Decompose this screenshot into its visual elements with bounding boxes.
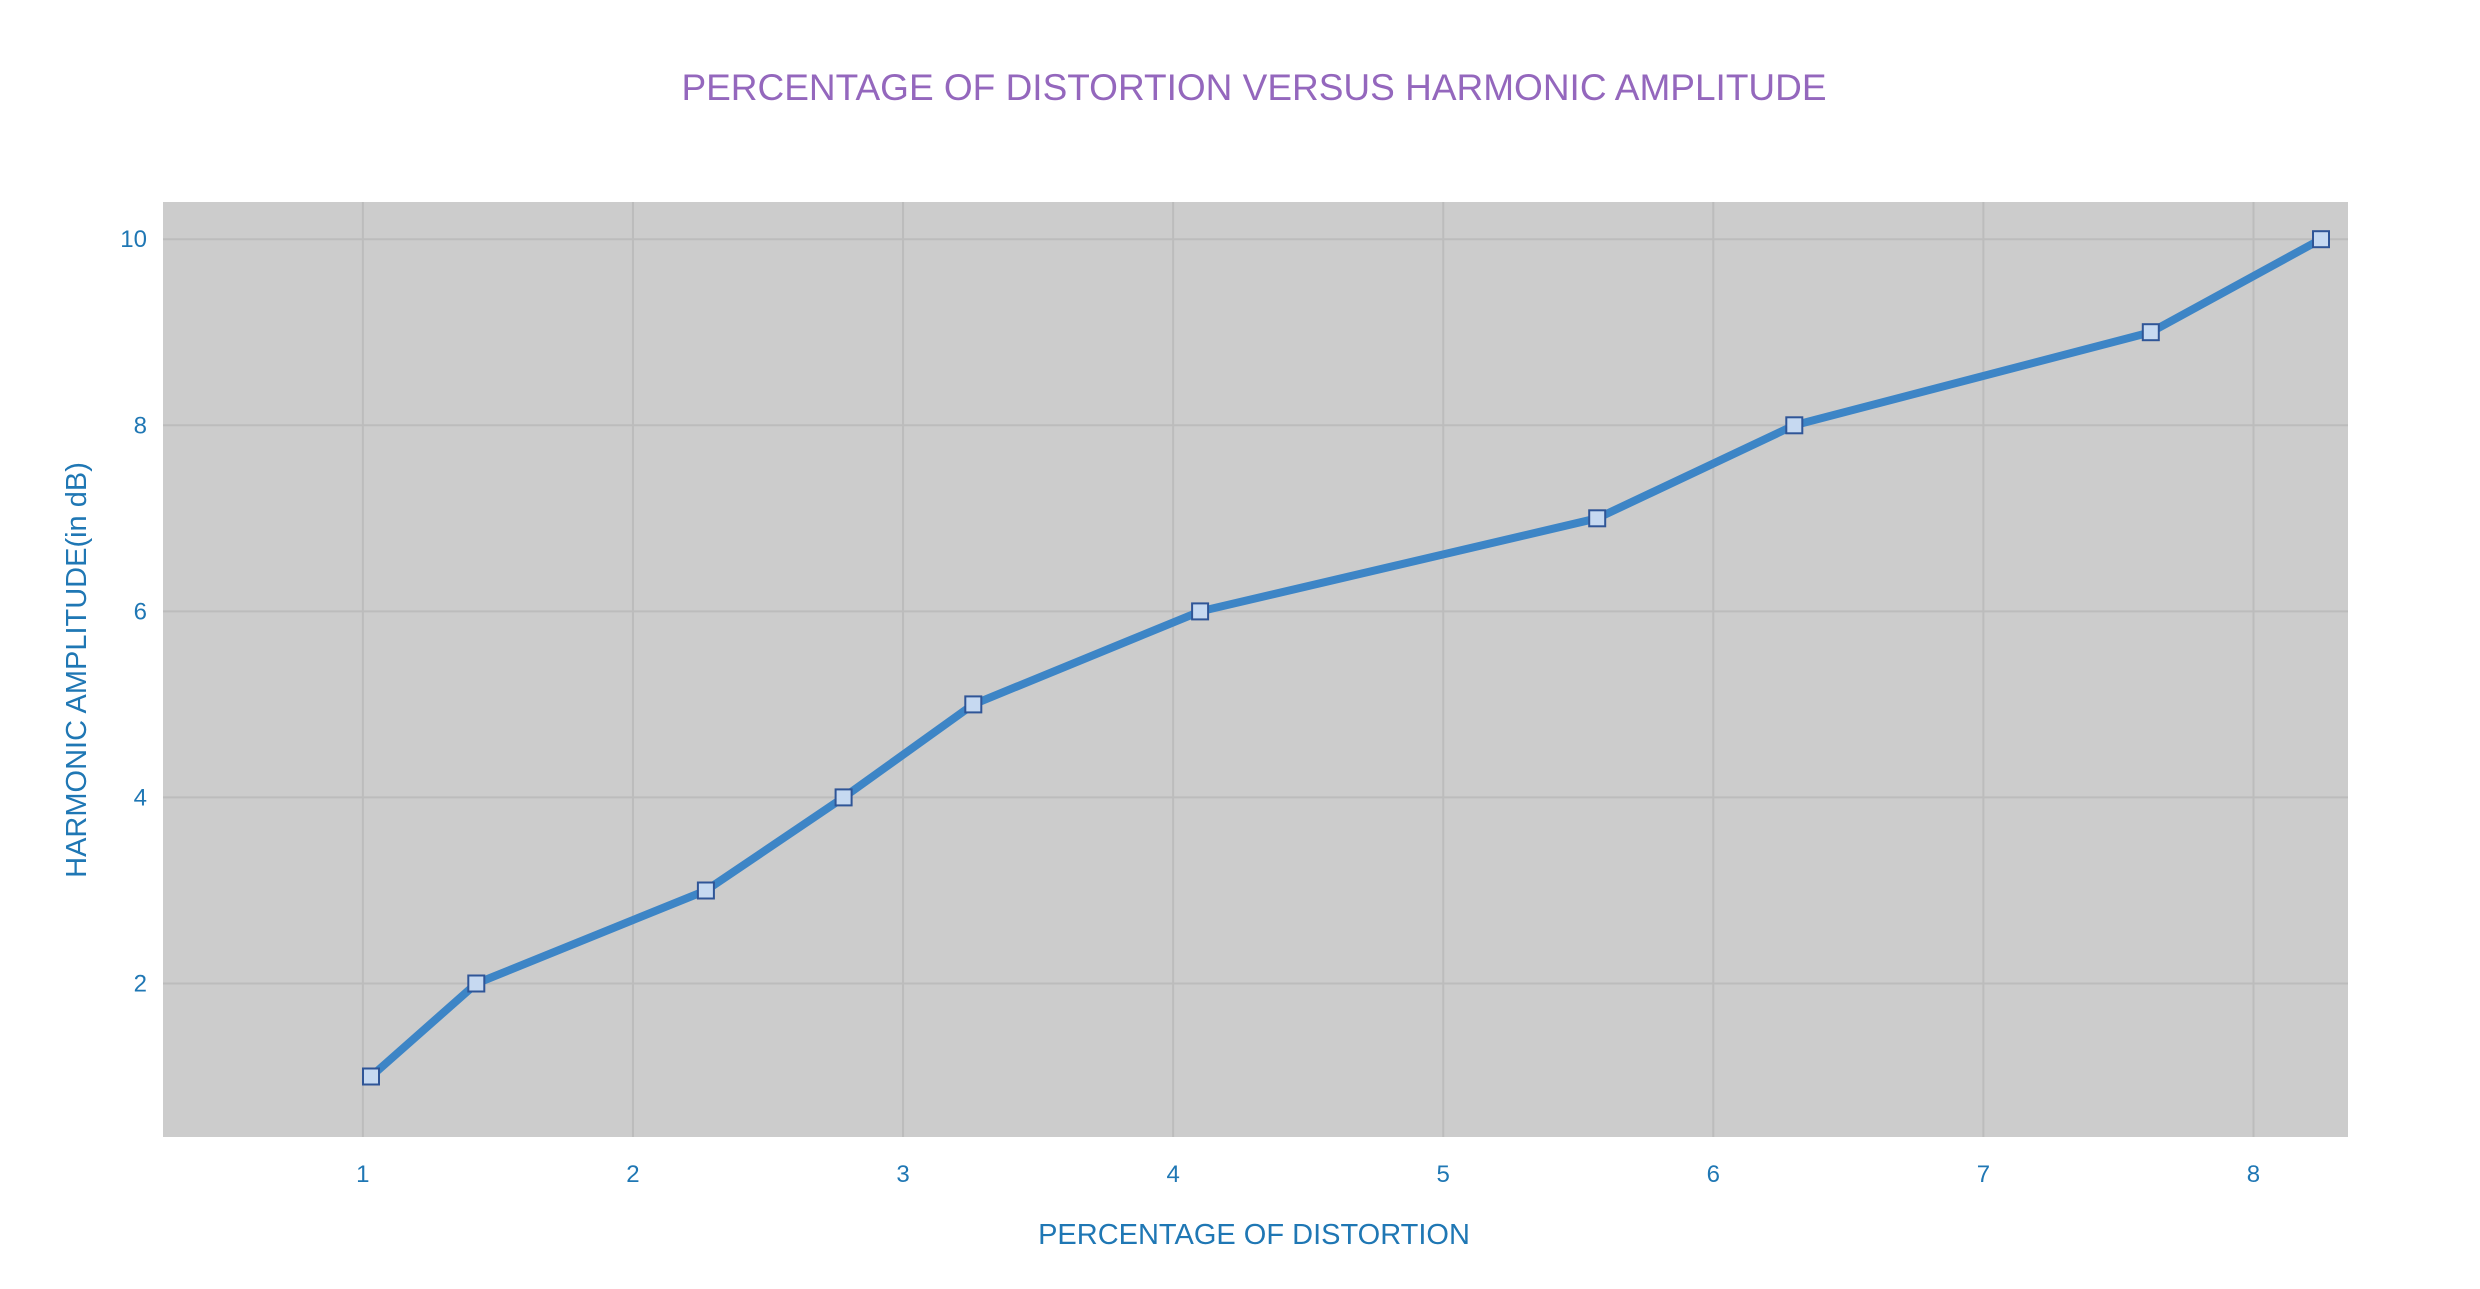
data-point-marker — [467, 974, 486, 993]
data-point-marker — [362, 1067, 380, 1086]
x-tick-label: 7 — [1977, 1161, 1990, 1188]
data-point-marker — [1191, 602, 1210, 621]
x-tick-label: 3 — [896, 1161, 909, 1188]
data-point-marker — [834, 788, 853, 807]
x-tick-label: 4 — [1166, 1161, 1179, 1188]
y-axis-label: HARMONIC AMPLITUDE(in dB) — [61, 462, 93, 878]
y-tick-label: 10 — [120, 226, 147, 253]
data-point-marker — [2141, 323, 2160, 342]
x-tick-label: 8 — [2247, 1161, 2260, 1188]
plot-area — [163, 202, 2348, 1137]
x-tick-label: 2 — [626, 1161, 639, 1188]
x-axis-ticks: 1 2 3 4 5 6 7 8 — [356, 1161, 2260, 1188]
y-tick-label: 4 — [134, 784, 147, 811]
y-gridlines — [163, 238, 2348, 985]
y-tick-label: 6 — [134, 598, 147, 625]
data-point-marker — [1588, 509, 1607, 528]
series-line — [367, 235, 2325, 1081]
x-tick-label: 5 — [1437, 1161, 1450, 1188]
data-markers — [362, 230, 2330, 1086]
y-axis-ticks: 2 4 6 8 10 — [120, 226, 147, 997]
data-point-marker — [1785, 416, 1804, 435]
data-point-marker — [964, 695, 983, 714]
x-gridlines — [361, 202, 2255, 1137]
x-tick-label: 6 — [1707, 1161, 1720, 1188]
data-point-marker — [696, 881, 715, 900]
data-point-marker — [2312, 230, 2330, 249]
x-tick-label: 1 — [356, 1161, 369, 1188]
y-tick-label: 8 — [134, 412, 147, 439]
chart-title: PERCENTAGE OF DISTORTION VERSUS HARMONIC… — [681, 67, 1826, 108]
x-axis-label: PERCENTAGE OF DISTORTION — [1038, 1219, 1470, 1251]
y-tick-label: 2 — [134, 970, 147, 997]
